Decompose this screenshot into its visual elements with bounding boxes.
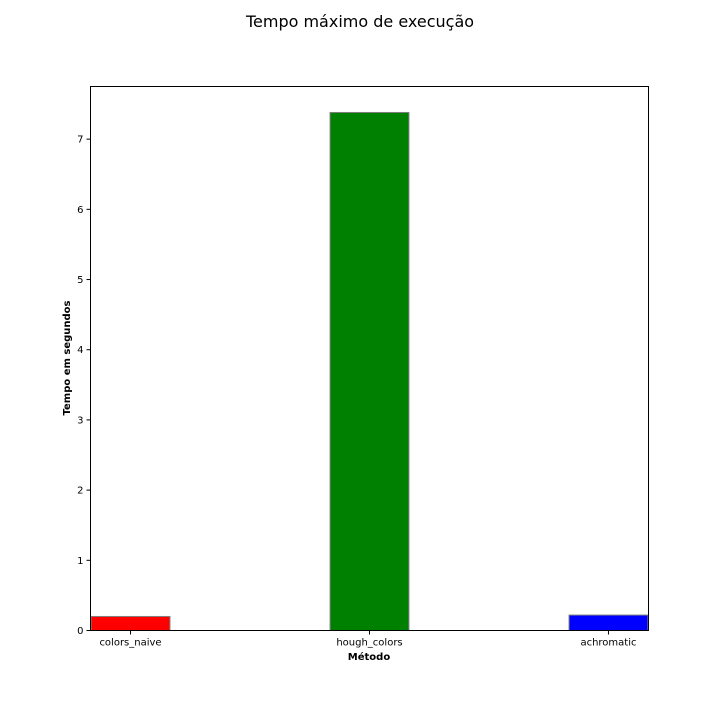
x-tick-label: achromatic (580, 638, 636, 649)
chart-title: Tempo máximo de execução (245, 12, 474, 31)
y-tick-label: 5 (77, 275, 83, 286)
x-axis-label: Método (348, 651, 391, 663)
y-tick-label: 4 (77, 345, 83, 356)
bars-group (90, 111, 649, 632)
y-tick-label: 2 (77, 486, 83, 497)
bar-colors_naive (90, 615, 171, 632)
x-tick-label: colors_naive (99, 638, 161, 649)
y-axis-label: Tempo em segundos (62, 300, 73, 415)
y-tick-label: 1 (77, 556, 83, 567)
x-tick-label: hough_colors (336, 638, 402, 649)
x-axis: colors_naive hough_colors achromatic (99, 630, 636, 649)
y-tick-label: 6 (77, 205, 83, 216)
y-tick-label: 0 (77, 626, 83, 637)
bar-hough_colors (329, 111, 410, 631)
y-tick-label: 7 (77, 135, 83, 146)
y-tick-label: 3 (77, 415, 83, 426)
plot-frame (90, 86, 649, 631)
y-axis: 0 1 2 3 4 5 6 7 (77, 135, 91, 637)
bar-achromatic (568, 614, 649, 632)
